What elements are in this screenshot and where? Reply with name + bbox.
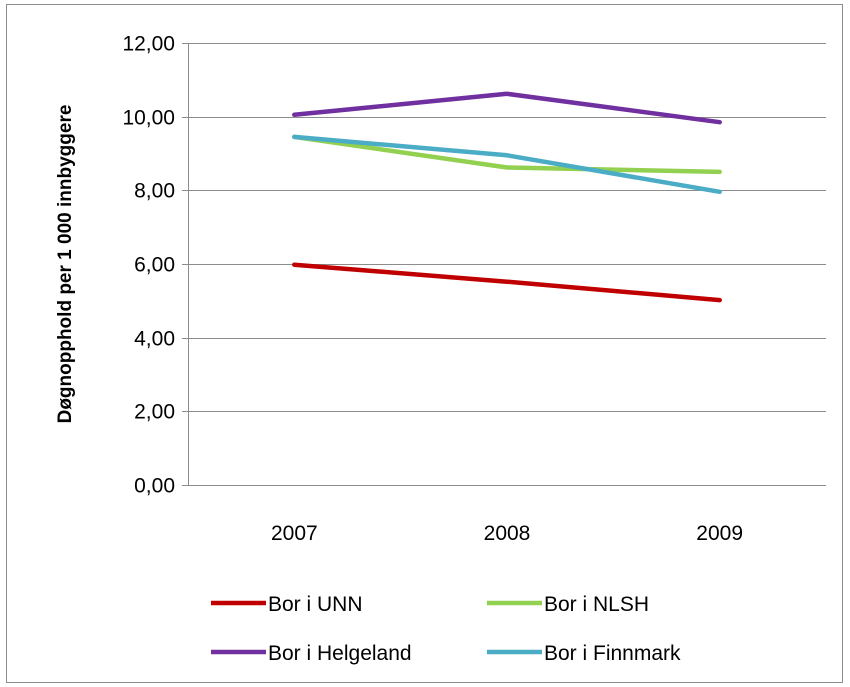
x-tick-label: 2008 <box>484 522 531 545</box>
y-tick-label: 6,00 <box>134 254 175 277</box>
y-tick-label: 4,00 <box>134 328 175 351</box>
series-line-3 <box>292 91 722 125</box>
series-lines <box>292 91 722 303</box>
series-line-2 <box>292 134 722 175</box>
y-tick-label: 0,00 <box>134 475 175 498</box>
x-tick-label: 2007 <box>271 522 318 545</box>
axes: 0,00 2,00 4,00 6,00 8,00 10,00 12,00 2007 2008 20… <box>122 33 826 545</box>
y-tick-label: 10,00 <box>122 107 175 130</box>
y-tick-label: 12,00 <box>122 33 175 56</box>
series-line-4 <box>292 134 722 195</box>
legend-item: Bor i Finnmark <box>487 642 681 665</box>
legend-item: Bor i NLSH <box>487 593 649 616</box>
legend-label: Bor i UNN <box>268 593 363 616</box>
y-axis-label: Døgnopphold per 1 000 innbyggere <box>55 105 76 424</box>
legend-label: Bor i NLSH <box>544 593 649 616</box>
legend-label: Bor i Helgeland <box>268 642 412 665</box>
legend-label: Bor i Finnmark <box>544 642 681 665</box>
legend-item: Bor i UNN <box>211 593 363 616</box>
x-tick-label: 2009 <box>696 522 743 545</box>
legend-item: Bor i Helgeland <box>211 642 412 665</box>
y-tick-label: 2,00 <box>134 401 175 424</box>
series-line-1 <box>292 262 722 303</box>
y-tick-label: 8,00 <box>134 180 175 203</box>
legend: Bor i UNN Bor i NLSH Bor i Helgeland Bor i … <box>211 593 681 665</box>
